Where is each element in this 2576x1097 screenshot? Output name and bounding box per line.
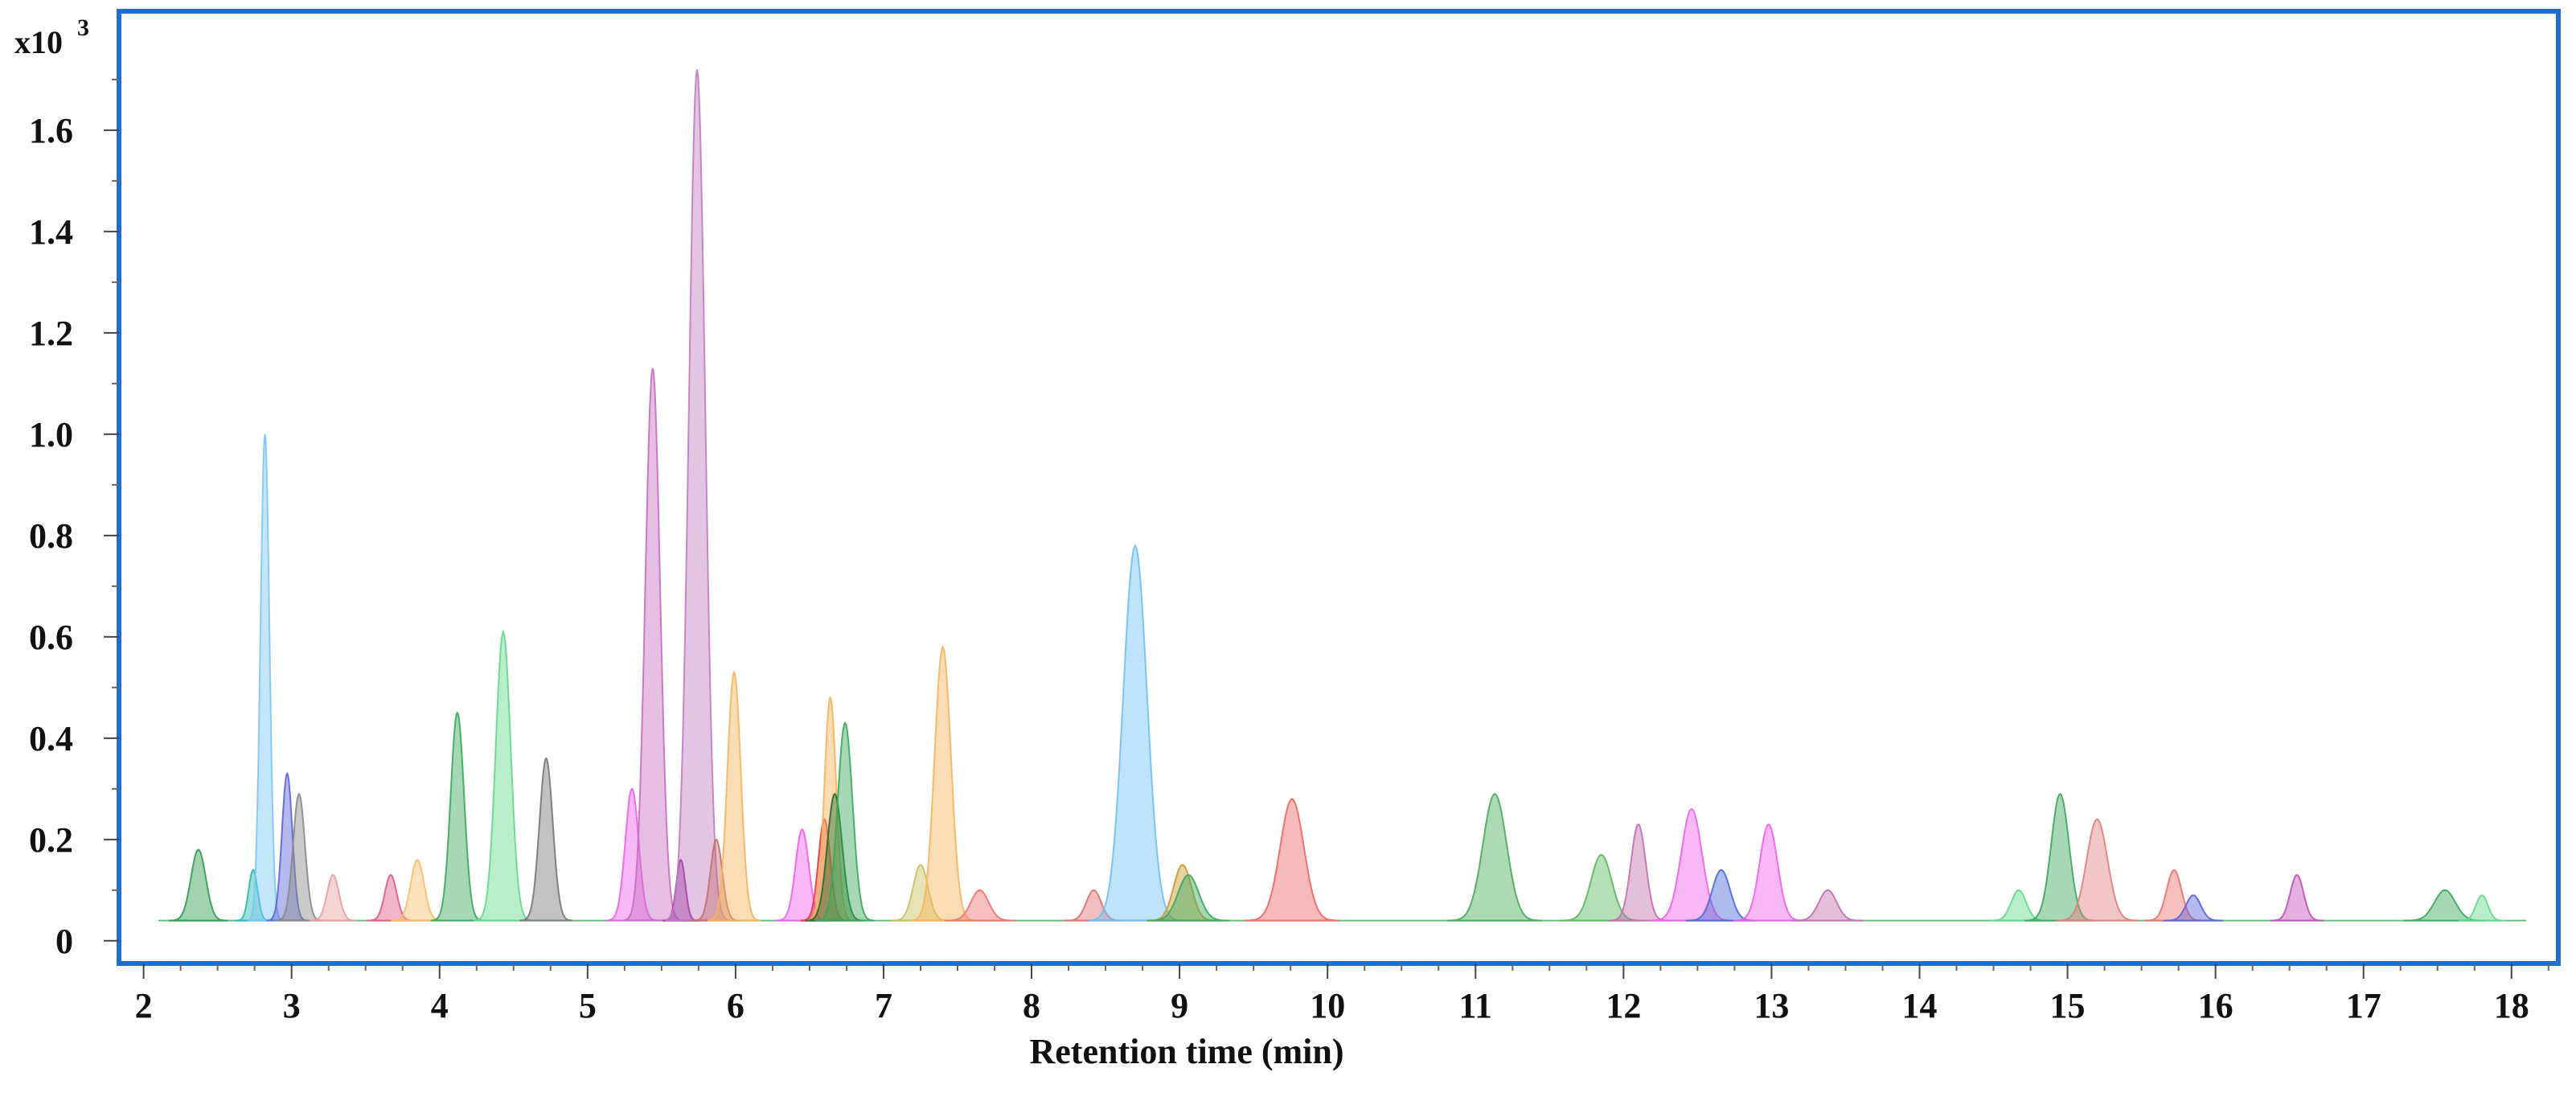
chromatogram-peak	[1733, 823, 1804, 922]
y-scale-label: x10	[14, 24, 63, 60]
chromatogram-peak	[309, 873, 357, 922]
x-tick-label: 14	[1901, 986, 1937, 1025]
chromatogram-peak	[815, 721, 875, 922]
x-tick-label: 3	[283, 986, 301, 1025]
x-tick-label: 17	[2346, 986, 2381, 1025]
chromatogram-peak	[891, 864, 950, 922]
chromatogram-peak	[168, 848, 228, 922]
x-tick-label: 11	[1458, 986, 1492, 1025]
y-tick-label: 0.8	[29, 516, 73, 556]
chromatogram-peak	[2024, 792, 2096, 922]
chromatogram-peak	[1560, 853, 1643, 922]
y-tick-label: 0.4	[29, 719, 73, 758]
chromatogram-peak	[367, 873, 415, 922]
x-tick-label: 13	[1754, 986, 1789, 1025]
chromatogram-peak	[1447, 792, 1543, 922]
chromatogram-peak	[247, 433, 283, 922]
chromatogram-peak	[1146, 873, 1230, 922]
chromatogram-peak	[910, 644, 976, 922]
y-tick-label: 1.2	[29, 314, 73, 353]
x-tick-label: 2	[135, 986, 153, 1025]
x-tick-label: 12	[1606, 986, 1641, 1025]
x-tick-label: 4	[431, 986, 449, 1025]
chromatogram-peak	[2144, 869, 2204, 922]
peaks-layer	[168, 69, 2506, 922]
x-tick-label: 5	[579, 986, 597, 1025]
chromatogram-peak	[2055, 818, 2139, 922]
y-tick-label: 1.0	[29, 415, 73, 454]
y-tick-label: 1.4	[29, 212, 73, 252]
chromatogram-peak	[519, 757, 573, 922]
x-tick-label: 10	[1310, 986, 1345, 1025]
y-tick-label: 1.6	[29, 111, 73, 150]
x-axis-title: Retention time (min)	[1029, 1032, 1343, 1071]
x-tick-label: 16	[2198, 986, 2233, 1025]
y-tick-label: 0	[55, 922, 73, 961]
chromatogram-peak	[1650, 807, 1733, 922]
chromatogram-peak	[664, 69, 730, 922]
chromatogram-peak	[1245, 798, 1339, 922]
y-scale-exponent: 3	[77, 14, 89, 41]
chromatogram-peak	[944, 889, 1015, 922]
chromatogram-peak	[775, 828, 829, 922]
chromatogram-peak	[1146, 864, 1218, 922]
x-tick-label: 9	[1171, 986, 1188, 1025]
chromatogram-peak	[474, 629, 533, 922]
chromatogram-peak	[1685, 869, 1757, 922]
plot-frame	[117, 9, 2561, 966]
chromatogram-peak	[2270, 873, 2324, 922]
chromatogram-peak	[430, 711, 484, 922]
chromatogram-peak	[266, 771, 308, 922]
x-tick-label: 8	[1023, 986, 1040, 1025]
chromatogram-peak	[707, 670, 761, 922]
chromatogram-peak	[1608, 823, 1668, 922]
chromatogram-peak	[1087, 544, 1183, 922]
y-tick-label: 0.2	[29, 820, 73, 860]
x-tick-label: 15	[2050, 986, 2086, 1025]
chromatogram-peak	[692, 838, 740, 922]
chromatogram-peak	[2458, 894, 2506, 922]
chromatogram-peak	[605, 787, 659, 922]
chromatogram-peak	[2164, 894, 2223, 922]
x-axis-ticks: 2 3 4 5 6 7 8 9 10 11 12 13 14 15 16 17 18	[135, 963, 2549, 1025]
y-axis-ticks: 0 0.2 0.4 0.6 0.8 1.0 1.2 1.4 1.6	[29, 78, 119, 961]
x-tick-label: 7	[875, 986, 892, 1025]
chromatogram-peak	[275, 792, 323, 922]
x-tick-label: 18	[2494, 986, 2529, 1025]
y-tick-label: 0.6	[29, 618, 73, 657]
chromatogram-peak	[1792, 889, 1864, 922]
chromatogram-peak	[235, 869, 271, 922]
x-tick-label: 6	[727, 986, 744, 1025]
